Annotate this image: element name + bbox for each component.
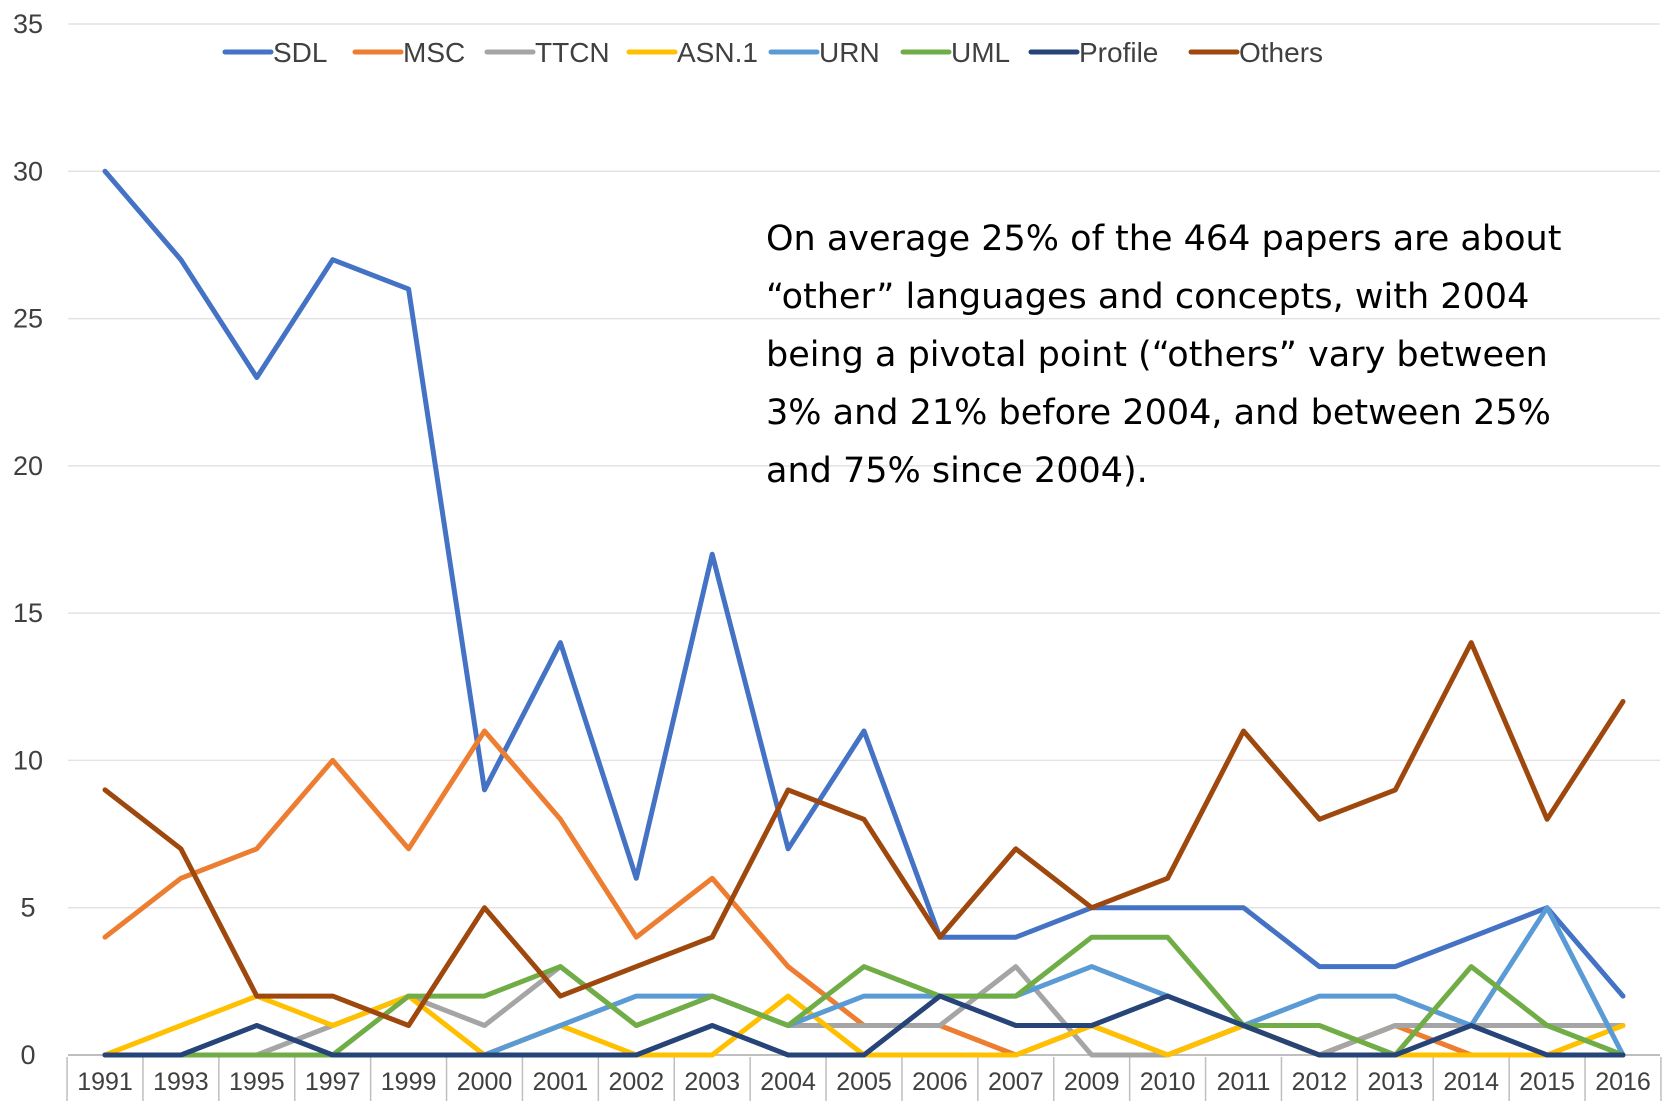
y-tick-label: 35 — [13, 9, 43, 39]
legend-label: ASN.1 — [677, 37, 758, 68]
x-tick-label: 2005 — [836, 1068, 892, 1096]
y-tick-label: 30 — [13, 156, 43, 186]
legend-item: Others — [1188, 37, 1323, 68]
legend-label: URN — [819, 37, 880, 68]
x-tick-label: 1991 — [77, 1068, 133, 1096]
x-tick-label: 1995 — [229, 1068, 285, 1096]
x-tick-label: 1997 — [305, 1068, 361, 1096]
x-tick-label: 2012 — [1292, 1068, 1348, 1096]
legend-label: TTCN — [535, 37, 610, 68]
y-tick-label: 10 — [13, 745, 43, 775]
legend-label: MSC — [403, 37, 465, 68]
series-line-uml — [102, 934, 1626, 1058]
y-tick-label: 5 — [20, 893, 35, 923]
gridlines — [68, 23, 1660, 1056]
series-line-urn — [102, 905, 1626, 1058]
x-tick-label: 2013 — [1367, 1068, 1423, 1096]
series-line-profile — [102, 993, 1626, 1058]
y-tick-label: 15 — [13, 598, 43, 628]
x-tick-label: 2016 — [1595, 1068, 1651, 1096]
series-line-ttcn — [102, 964, 1626, 1058]
x-axis: 1991 1993 1995 1997 1999 2000 2001 2002 2003 2004… — [66, 1057, 1662, 1101]
legend-item: ASN.1 — [626, 37, 758, 68]
x-tick-label: 2000 — [457, 1068, 513, 1096]
x-tick-label: 2004 — [760, 1068, 816, 1096]
y-axis-ticks: 0 5 10 15 20 25 30 35 — [13, 9, 43, 1070]
x-tick-label: 2001 — [533, 1068, 589, 1096]
chart-annotation: On average 25% of the 464 papers are abo… — [766, 219, 1562, 491]
y-tick-label: 25 — [13, 304, 43, 334]
x-tick-label: 2002 — [608, 1068, 664, 1096]
legend-label: SDL — [273, 37, 327, 68]
x-tick-label: 1999 — [381, 1068, 437, 1096]
legend-label: Others — [1239, 37, 1323, 68]
y-tick-label: 0 — [20, 1040, 35, 1070]
x-tick-label: 2007 — [988, 1068, 1044, 1096]
x-tick-label: 2009 — [1064, 1068, 1120, 1096]
x-tick-label: 2003 — [684, 1068, 740, 1096]
legend-item: Profile — [1028, 37, 1158, 68]
x-tick-label: 1993 — [153, 1068, 209, 1096]
x-tick-label: 2006 — [912, 1068, 968, 1096]
series-line-msc — [102, 728, 1626, 1058]
x-tick-label: 2014 — [1443, 1068, 1499, 1096]
x-tick-label: 2015 — [1519, 1068, 1575, 1096]
legend-label: UML — [951, 37, 1010, 68]
legend-item: TTCN — [484, 37, 610, 68]
legend-item: URN — [768, 37, 880, 68]
x-tick-label: 2010 — [1140, 1068, 1196, 1096]
legend-item: SDL — [222, 37, 327, 68]
legend-item: MSC — [352, 37, 465, 68]
series-lines — [102, 168, 1626, 1058]
y-tick-label: 20 — [13, 451, 43, 481]
legend-label: Profile — [1079, 37, 1158, 68]
series-line-sdl — [102, 168, 1626, 999]
legend: SDL MSC TTCN ASN.1 URN UML Profile Others — [222, 37, 1323, 68]
x-tick-label: 2011 — [1217, 1068, 1271, 1096]
series-line-others — [102, 640, 1626, 1028]
legend-item: UML — [900, 37, 1010, 68]
